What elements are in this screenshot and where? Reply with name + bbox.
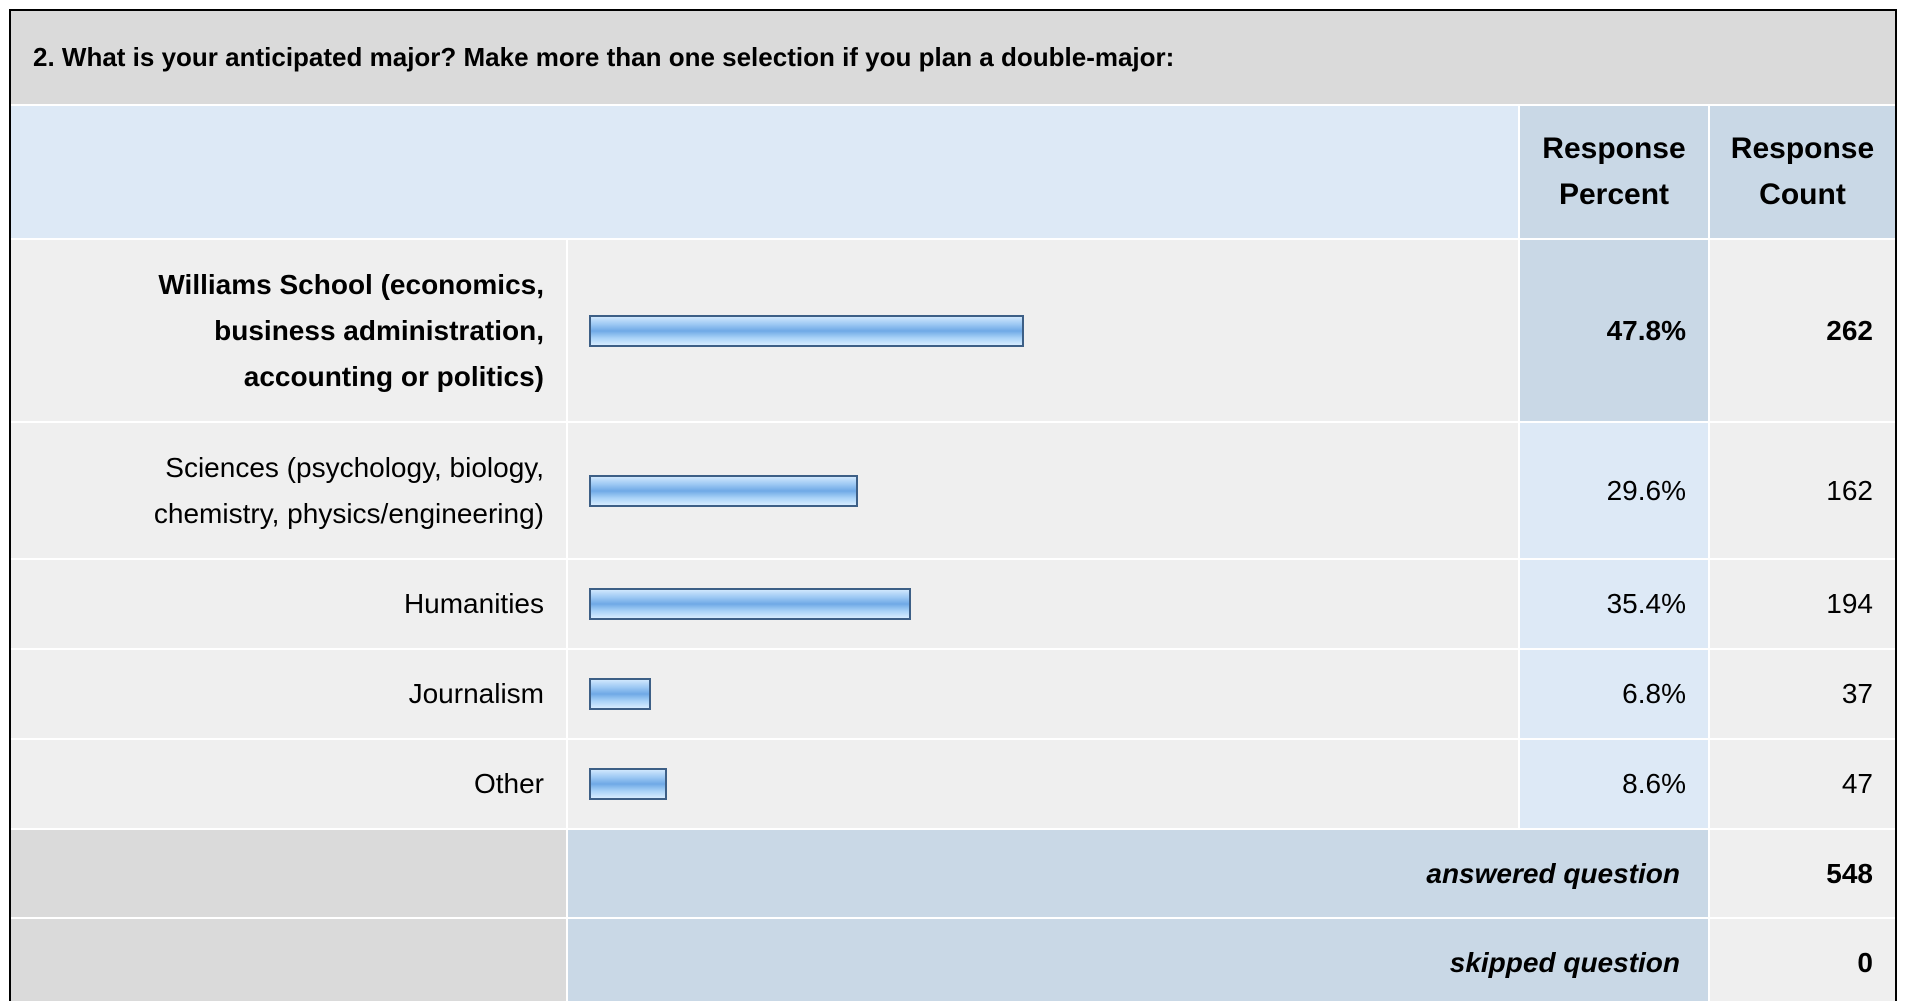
response-percent: 35.4% <box>1519 559 1710 650</box>
response-percent-header-line1: Response <box>1542 132 1686 165</box>
response-percent: 29.6% <box>1519 422 1710 560</box>
row-label-line: chemistry, physics/engineering) <box>153 497 544 529</box>
bar-journalism <box>589 678 651 710</box>
bar-williams-school <box>589 314 1024 347</box>
response-count-header-line1: Response <box>1730 132 1875 165</box>
bar-cell <box>567 239 1520 423</box>
response-percent-header-line2: Percent <box>1558 178 1670 211</box>
question-title: 2. What is your anticipated major? Make … <box>11 11 1895 106</box>
bar-cell <box>567 559 1520 650</box>
row-label: Journalism <box>11 649 568 740</box>
row-label-line: Other <box>473 768 544 799</box>
row-label-line: Sciences (psychology, biology, <box>165 451 544 483</box>
response-count: 47 <box>1709 739 1895 830</box>
row-label-line: accounting or politics) <box>243 360 544 392</box>
row-label: Humanities <box>11 559 568 650</box>
row-label: Sciences (psychology, biology, chemistry… <box>11 422 568 560</box>
response-count-header: Response Count <box>1709 105 1895 240</box>
bar-humanities <box>589 588 911 620</box>
answered-row: answered question 548 <box>11 829 1895 919</box>
answered-question-label: answered question <box>567 829 1710 919</box>
response-count: 194 <box>1709 559 1895 650</box>
table-row: Humanities 35.4% 194 <box>11 559 1895 650</box>
table-row: Sciences (psychology, biology, chemistry… <box>11 422 1895 560</box>
row-label: Other <box>11 739 568 830</box>
bar-cell <box>567 739 1520 830</box>
response-count: 262 <box>1709 239 1895 423</box>
row-label-line: Williams School (economics, <box>158 268 544 300</box>
response-percent: 47.8% <box>1519 239 1710 423</box>
response-percent-header: Response Percent <box>1519 105 1710 240</box>
answered-question-value: 548 <box>1709 829 1895 919</box>
response-count-header-line2: Count <box>1759 178 1846 211</box>
summary-blank <box>11 918 568 1001</box>
response-count: 162 <box>1709 422 1895 560</box>
summary-blank <box>11 829 568 919</box>
response-percent: 6.8% <box>1519 649 1710 740</box>
bar-other <box>589 768 667 800</box>
row-label-line: business administration, <box>214 314 544 346</box>
skipped-question-value: 0 <box>1709 918 1895 1001</box>
bar-sciences <box>589 474 858 507</box>
bar-cell <box>567 649 1520 740</box>
survey-results-panel: 2. What is your anticipated major? Make … <box>9 9 1897 1001</box>
skipped-question-label: skipped question <box>567 918 1710 1001</box>
row-label: Williams School (economics, business adm… <box>11 239 568 423</box>
row-label-line: Journalism <box>408 678 544 709</box>
table-row: Other 8.6% 47 <box>11 739 1895 830</box>
table-row: Williams School (economics, business adm… <box>11 239 1895 423</box>
row-label-line: Humanities <box>403 588 544 619</box>
table-row: Journalism 6.8% 37 <box>11 649 1895 740</box>
response-percent: 8.6% <box>1519 739 1710 830</box>
header-blank <box>11 105 1520 240</box>
response-count: 37 <box>1709 649 1895 740</box>
bar-cell <box>567 422 1520 560</box>
skipped-row: skipped question 0 <box>11 918 1895 1001</box>
results-table: 2. What is your anticipated major? Make … <box>11 11 1895 1001</box>
